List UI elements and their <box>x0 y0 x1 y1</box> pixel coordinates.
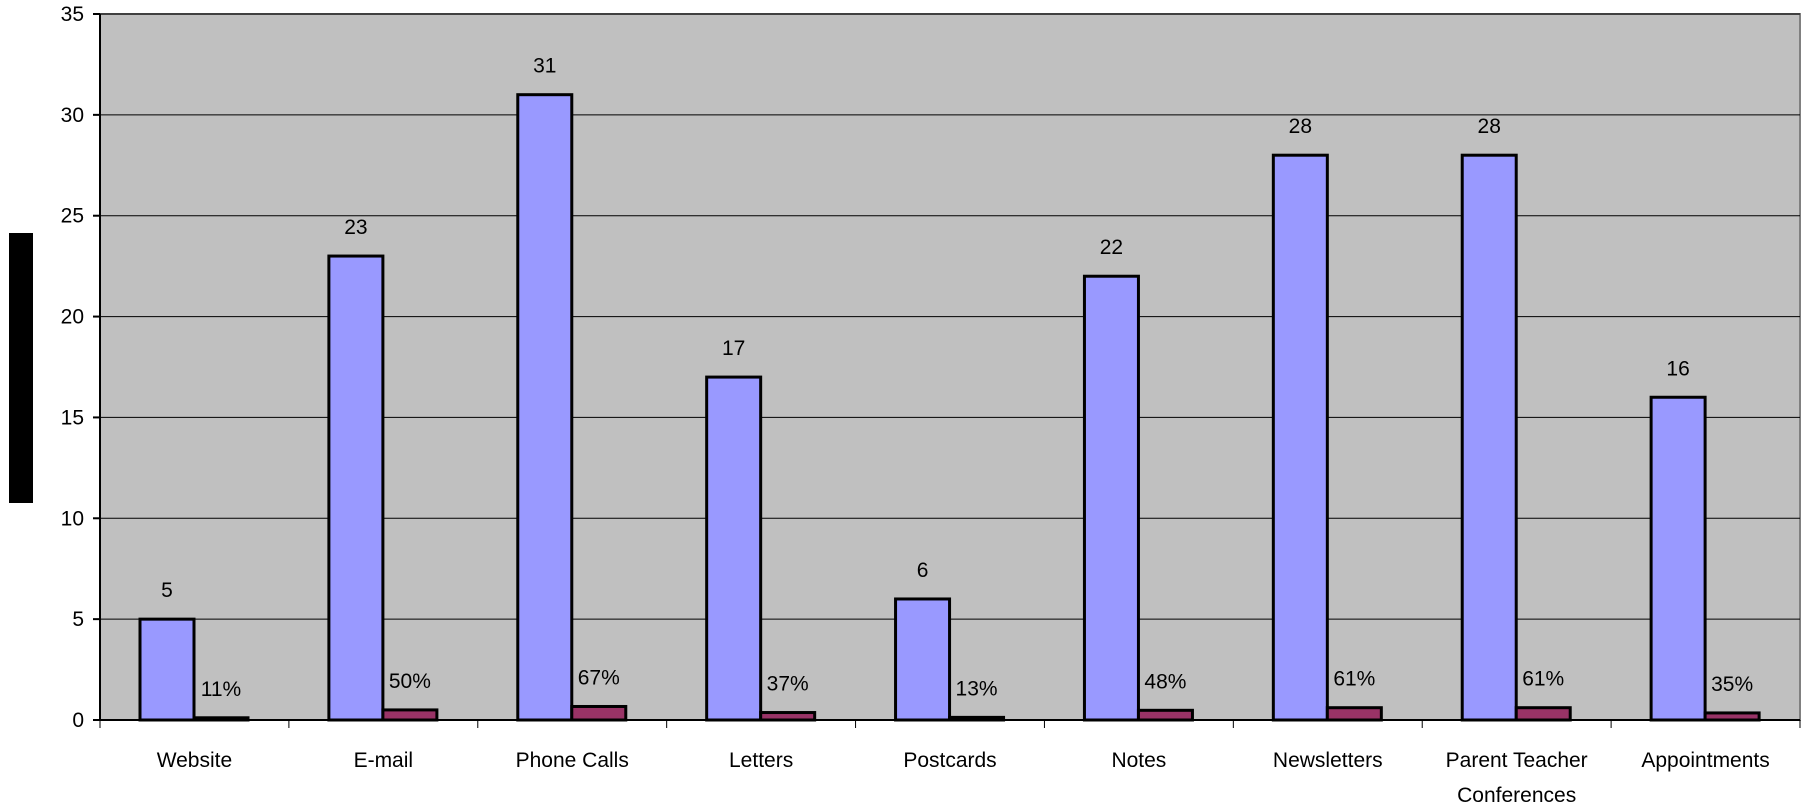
bar-count <box>705 375 763 722</box>
bar-count <box>1460 153 1518 722</box>
data-label-count: 28 <box>1478 115 1501 138</box>
x-tick-label: Website <box>157 749 232 772</box>
x-tick-label: Postcards <box>903 749 996 772</box>
data-label-percent: 11% <box>201 678 241 701</box>
bar-count <box>1649 395 1707 722</box>
data-label-percent: 61% <box>1522 668 1564 691</box>
data-label-percent: 48% <box>1144 670 1186 693</box>
bar-count <box>1271 153 1329 722</box>
axes <box>93 13 1801 728</box>
data-label-count: 22 <box>1100 236 1123 259</box>
bar-count <box>1082 274 1140 722</box>
x-tick-labels: Website E-mail Phone Calls Letters Postcards… <box>157 749 1770 807</box>
bar-percent <box>759 711 817 722</box>
y-tick-label: 20 <box>61 306 84 329</box>
bar-percent <box>1136 708 1194 722</box>
bar-percent <box>1325 706 1383 722</box>
data-label-percent: 50% <box>389 670 431 693</box>
y-tick-label: 25 <box>61 205 84 228</box>
x-tick-label: Phone Calls <box>516 749 629 772</box>
bar-percent <box>381 708 439 722</box>
data-label-count: 23 <box>344 216 367 239</box>
y-tick-label: 0 <box>72 709 84 732</box>
data-label-count: 17 <box>722 337 745 360</box>
data-label-percent: 61% <box>1333 668 1375 691</box>
data-label-count: 5 <box>161 579 173 602</box>
data-label-count: 28 <box>1289 115 1312 138</box>
y-tick-label: 30 <box>61 104 84 127</box>
bar-count <box>327 254 385 722</box>
x-tick-label: Newsletters <box>1273 749 1383 772</box>
bar-count <box>894 597 952 722</box>
data-label-count: 6 <box>917 559 929 582</box>
data-label-count: 31 <box>533 55 556 78</box>
bar-percent <box>1703 711 1761 722</box>
bar-percent <box>570 704 628 722</box>
data-label-count: 16 <box>1666 357 1689 380</box>
y-tick-label: 35 <box>61 3 84 26</box>
x-tick-label: Appointments <box>1641 749 1769 772</box>
y-tick-labels: 0 5 10 15 20 25 30 35 <box>61 3 84 732</box>
x-tick-label: Notes <box>1111 749 1166 772</box>
data-label-percent: 35% <box>1711 673 1753 696</box>
bar-count <box>138 617 196 722</box>
data-label-percent: 67% <box>578 666 620 689</box>
data-labels: 5 11% 23 50% 31 67% 17 37% 6 13% 22 48% 28 61% 28 61% 16… <box>161 55 1753 701</box>
x-tick-label: Letters <box>729 749 793 772</box>
x-tick-label: Parent Teacher Conferences <box>1446 749 1588 807</box>
x-tick-label: E-mail <box>354 749 414 772</box>
y-axis-title-bar <box>9 233 33 503</box>
data-label-percent: 37% <box>767 673 809 696</box>
y-tick-label: 10 <box>61 507 84 530</box>
bar-percent <box>1514 706 1572 722</box>
bar-count <box>516 93 574 722</box>
y-tick-label: 5 <box>72 608 84 631</box>
data-label-percent: 13% <box>956 677 998 700</box>
y-tick-label: 15 <box>61 406 84 429</box>
